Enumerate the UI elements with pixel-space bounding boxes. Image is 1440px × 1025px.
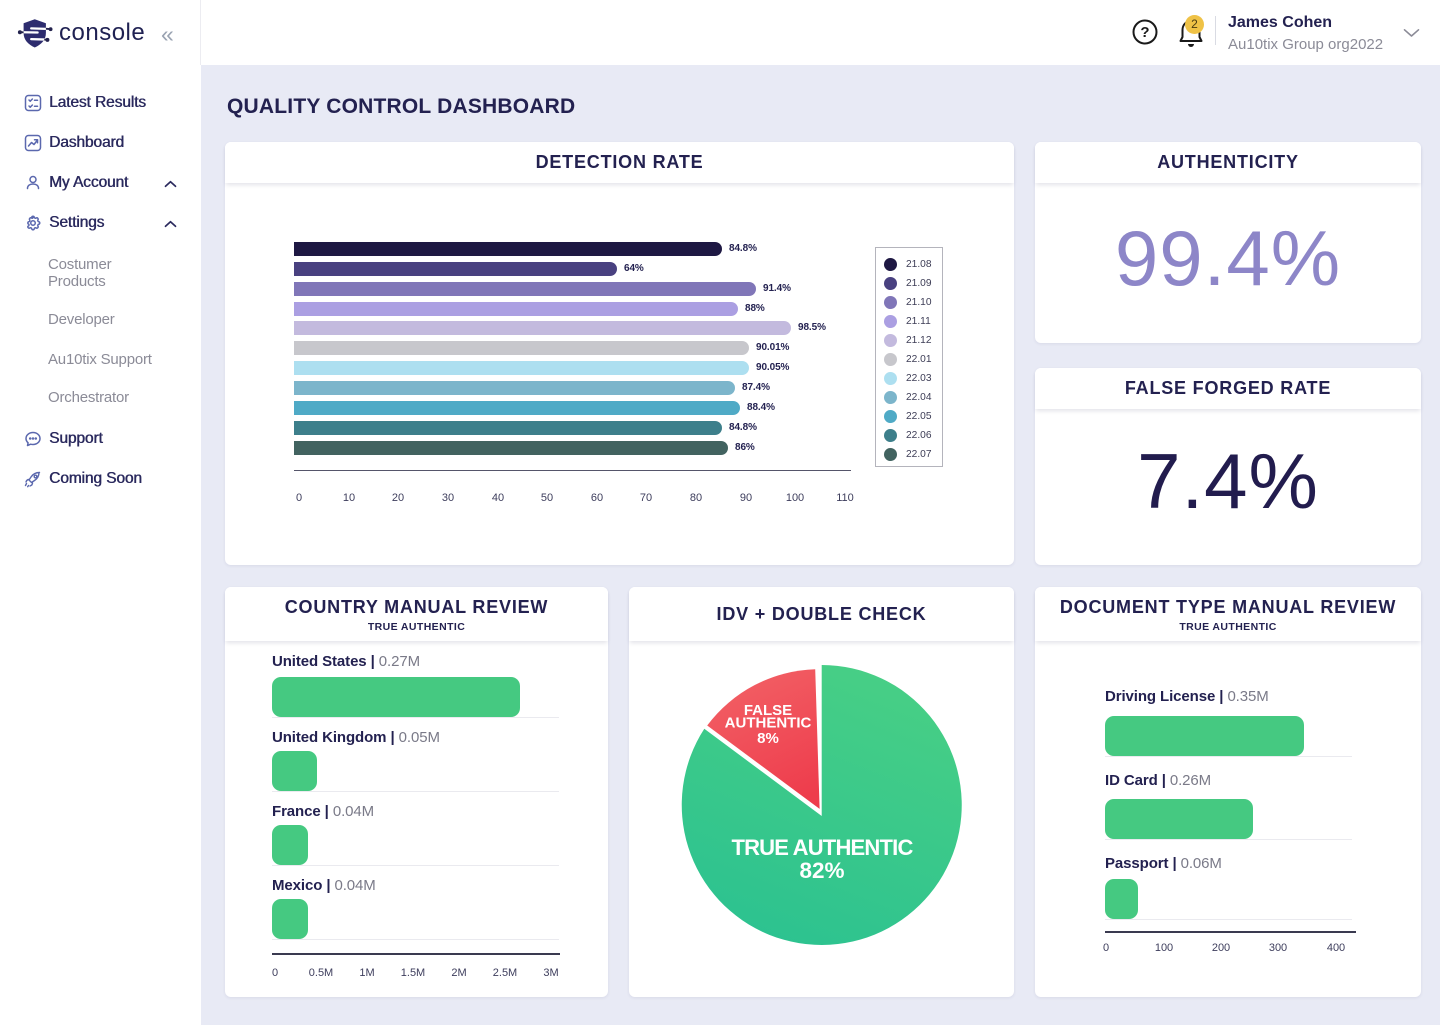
- svg-text:82%: 82%: [799, 858, 844, 883]
- svg-text:FALSE: FALSE: [744, 702, 792, 719]
- svg-text:AUTHENTIC: AUTHENTIC: [725, 715, 812, 732]
- svg-text:?: ?: [1140, 24, 1149, 41]
- svg-text:TRUE AUTHENTIC: TRUE AUTHENTIC: [731, 835, 913, 860]
- svg-text:8%: 8%: [757, 730, 779, 747]
